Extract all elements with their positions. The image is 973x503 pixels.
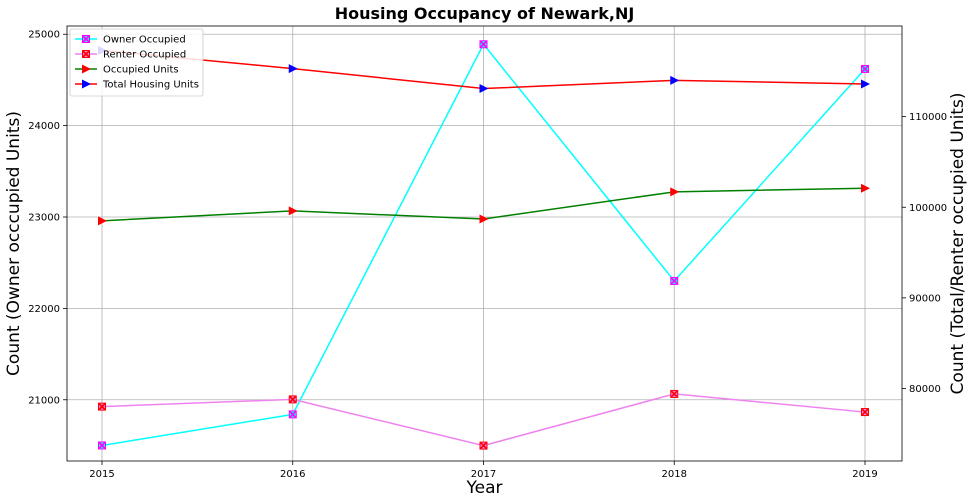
marker-triangle bbox=[288, 206, 298, 216]
series-lines bbox=[98, 40, 870, 450]
y-axis-right-label: Count (Total/Renter occupied Units) bbox=[948, 93, 968, 395]
chart-title: Housing Occupancy of Newark,NJ bbox=[335, 4, 635, 23]
marker-triangle bbox=[82, 64, 91, 74]
y-right-tick-label: 100000 bbox=[909, 203, 947, 214]
y-right-tick-label: 90000 bbox=[909, 293, 941, 304]
marker-x-square bbox=[82, 35, 90, 43]
plot-frame bbox=[66, 25, 903, 462]
series-occupied-units bbox=[98, 183, 870, 226]
marker-x-square bbox=[288, 410, 297, 419]
legend-label: Renter Occupied bbox=[103, 50, 186, 61]
legend: Owner Occupied Renter Occupied Occupied Un… bbox=[69, 28, 204, 97]
x-tick-label: 2018 bbox=[662, 469, 687, 480]
legend-box bbox=[69, 28, 204, 97]
x-tick-label: 2015 bbox=[89, 469, 114, 480]
marker-triangle bbox=[82, 79, 91, 89]
x-tick-label: 2016 bbox=[280, 469, 305, 480]
marker-triangle bbox=[670, 75, 680, 85]
legend-item: Occupied Units bbox=[75, 64, 179, 76]
y-left-tick-label: 24000 bbox=[28, 121, 60, 132]
y-right-tick-label: 80000 bbox=[909, 384, 941, 395]
series-renter-occupied bbox=[98, 389, 869, 450]
x-axis-label: Year bbox=[466, 478, 503, 498]
legend-label: Occupied Units bbox=[103, 65, 179, 76]
x-tick-label: 2019 bbox=[852, 469, 877, 480]
series-owner-occupied bbox=[98, 40, 869, 450]
y-right-tick-label: 110000 bbox=[909, 112, 947, 123]
marker-triangle bbox=[98, 216, 107, 226]
x-tick-label: 2017 bbox=[471, 469, 496, 480]
marker-triangle bbox=[479, 214, 489, 224]
legend-label: Total Housing Units bbox=[102, 80, 199, 91]
marker-x-square bbox=[288, 395, 297, 404]
marker-triangle bbox=[479, 84, 489, 94]
y-left-tick-label: 22000 bbox=[28, 304, 60, 315]
series-total-housing-units bbox=[98, 45, 870, 94]
marker-x-square bbox=[82, 50, 90, 58]
legend-item: Owner Occupied bbox=[75, 35, 186, 46]
y-axis-left-label: Count (Owner occcupied Units) bbox=[4, 111, 24, 376]
y-left-tick-label: 21000 bbox=[28, 395, 60, 406]
legend-item: Total Housing Units bbox=[75, 79, 199, 91]
marker-x-square bbox=[98, 441, 106, 450]
marker-x-square bbox=[861, 408, 869, 417]
marker-x-square bbox=[479, 40, 488, 49]
marker-triangle bbox=[861, 183, 870, 193]
marker-x-square bbox=[670, 276, 679, 285]
y-left-tick-label: 23000 bbox=[28, 212, 60, 223]
marker-x-square bbox=[861, 64, 869, 73]
marker-triangle bbox=[670, 187, 680, 197]
legend-label: Owner Occupied bbox=[103, 35, 186, 46]
marker-triangle bbox=[861, 79, 870, 89]
y-left-tick-label: 25000 bbox=[28, 30, 60, 41]
legend-item: Renter Occupied bbox=[75, 50, 186, 61]
marker-x-square bbox=[98, 402, 106, 411]
axes: 2015 2016 2017 2018 2019 21000 22000 23000 24000… bbox=[28, 25, 947, 480]
marker-x-square bbox=[670, 389, 679, 398]
grid bbox=[67, 26, 902, 461]
marker-triangle bbox=[288, 64, 298, 74]
marker-x-square bbox=[479, 441, 488, 450]
